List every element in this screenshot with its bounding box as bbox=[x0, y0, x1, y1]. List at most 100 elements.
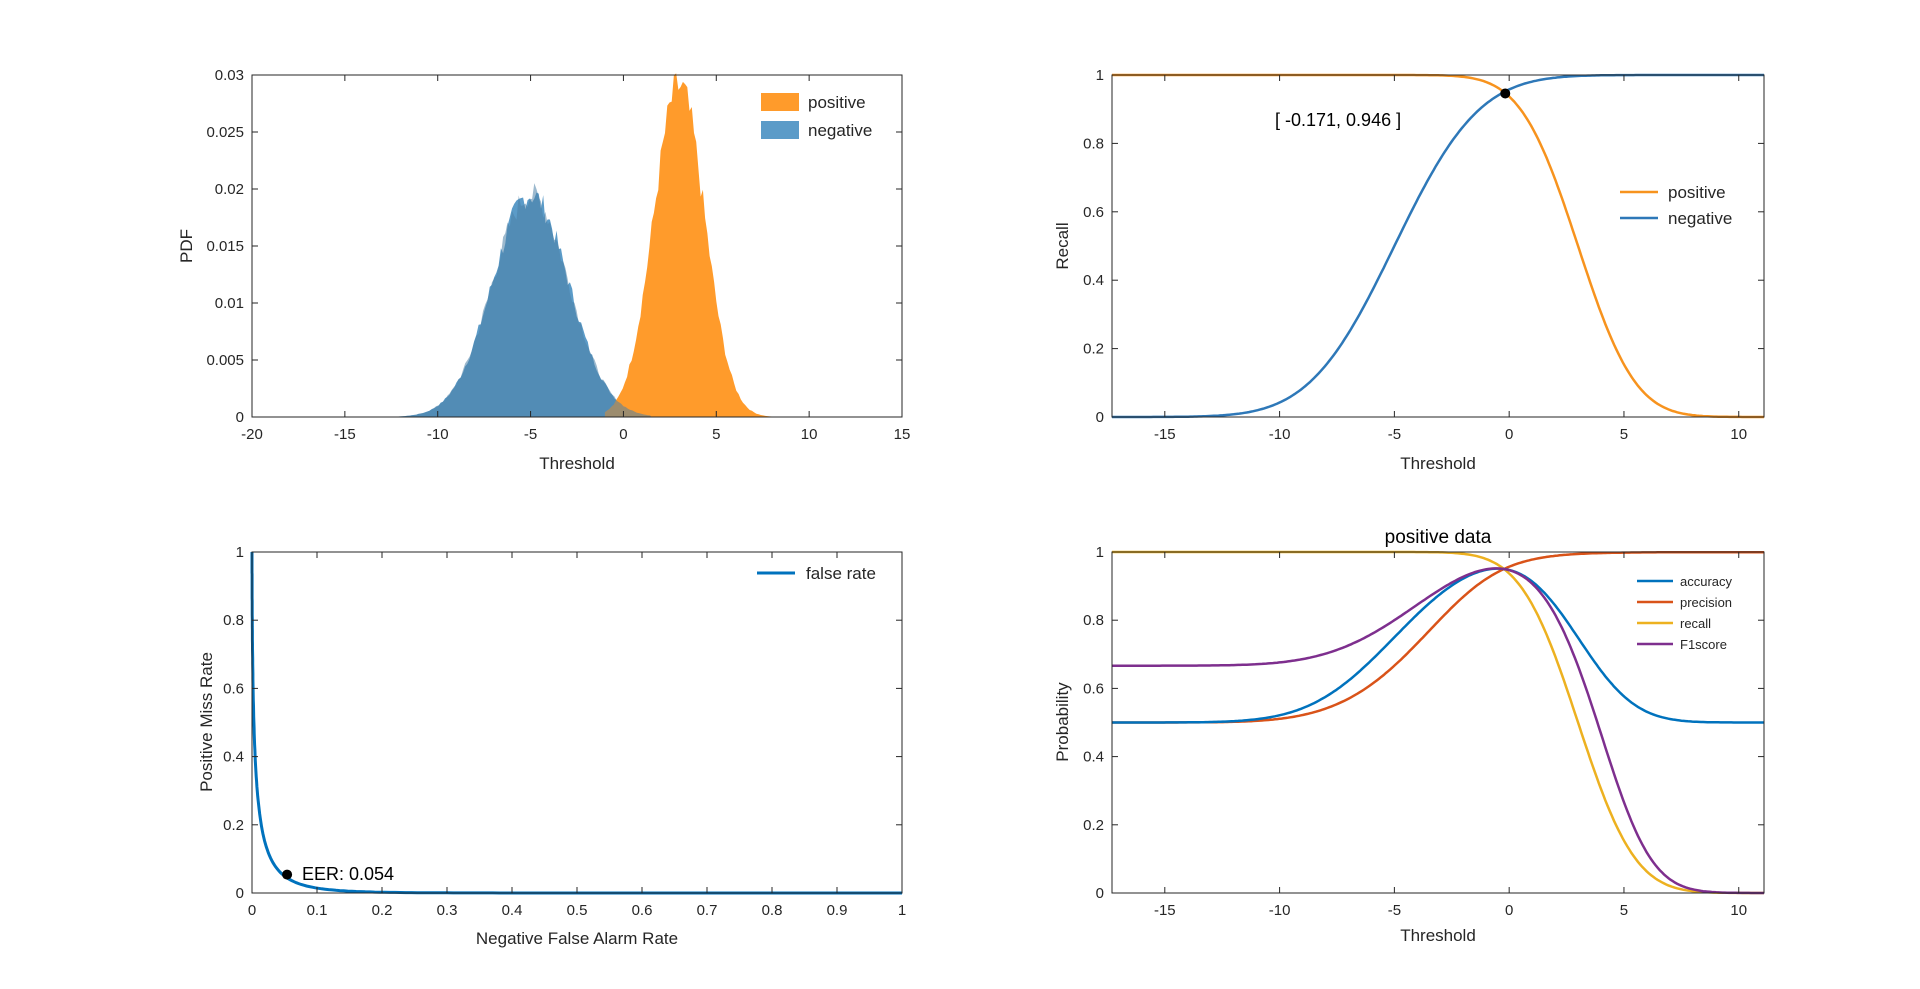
legend-label-positive: positive bbox=[808, 93, 866, 112]
metrics-axes-box bbox=[1111, 551, 1765, 894]
y-tick-label: 0.2 bbox=[1083, 817, 1104, 834]
legend-label-f1score: F1score bbox=[1680, 637, 1727, 652]
legend-label-accuracy: accuracy bbox=[1680, 574, 1733, 589]
det-x-axis-label: Negative False Alarm Rate bbox=[476, 929, 678, 948]
x-tick-label: 0.6 bbox=[632, 902, 653, 919]
metrics-x-ticks: -15 -10 -5 0 5 10 bbox=[1154, 552, 1747, 919]
x-tick-label: 0 bbox=[248, 902, 256, 919]
det-plot-area bbox=[252, 552, 902, 893]
y-tick-label: 0.4 bbox=[1083, 272, 1104, 289]
legend-label-false-rate: false rate bbox=[806, 564, 876, 583]
y-tick-label: 0.025 bbox=[206, 124, 244, 141]
legend-label-negative: negative bbox=[808, 121, 872, 140]
eer-marker bbox=[282, 869, 293, 880]
x-tick-label: 1 bbox=[898, 902, 906, 919]
y-tick-label: 0 bbox=[236, 885, 244, 902]
x-tick-label: -5 bbox=[524, 426, 537, 443]
x-tick-label: 10 bbox=[1730, 426, 1747, 443]
y-tick-label: 0.6 bbox=[223, 680, 244, 697]
y-tick-label: 1 bbox=[236, 544, 244, 561]
x-tick-label: 0.5 bbox=[567, 902, 588, 919]
metrics-y-axis-label: Probability bbox=[1053, 682, 1072, 762]
det-chart: EER: 0.054 0 0.1 0.2 0.3 0.4 0.5 0.6 0.7 0.8 0.9 1… bbox=[197, 544, 906, 948]
y-tick-label: 1 bbox=[1096, 544, 1104, 561]
x-tick-label: 0 bbox=[619, 426, 627, 443]
pdf-legend: positive negative bbox=[761, 93, 872, 140]
x-tick-label: 0 bbox=[1505, 902, 1513, 919]
pdf-y-axis-label: PDF bbox=[177, 229, 196, 263]
x-tick-label: -15 bbox=[334, 426, 356, 443]
recall-y-ticks: 0 0.2 0.4 0.6 0.8 1 bbox=[1083, 67, 1764, 426]
legend-swatch-negative bbox=[761, 121, 799, 139]
x-tick-label: 0.2 bbox=[372, 902, 393, 919]
recall-y-axis-label: Recall bbox=[1053, 222, 1072, 269]
metrics-f1score-line bbox=[1112, 567, 1764, 895]
y-tick-label: 0.4 bbox=[1083, 749, 1104, 766]
y-tick-label: 0.03 bbox=[215, 67, 244, 84]
x-tick-label: 10 bbox=[1730, 902, 1747, 919]
recall-legend: positive negative bbox=[1620, 183, 1732, 228]
positive-area bbox=[604, 73, 791, 418]
recall-crossover-annotation: [ -0.171, 0.946 ] bbox=[1275, 110, 1401, 130]
pdf-x-axis-label: Threshold bbox=[539, 454, 615, 473]
x-tick-label: 5 bbox=[1620, 902, 1628, 919]
x-tick-label: -5 bbox=[1388, 426, 1401, 443]
y-tick-label: 0.6 bbox=[1083, 204, 1104, 221]
metrics-title: positive data bbox=[1385, 527, 1492, 548]
x-tick-label: -15 bbox=[1154, 426, 1176, 443]
recall-chart: [ -0.171, 0.946 ] -15 -10 -5 0 5 10 0 0.2 0.4 0.… bbox=[1053, 67, 1765, 473]
x-tick-label: -10 bbox=[1269, 902, 1291, 919]
metrics-x-axis-label: Threshold bbox=[1400, 926, 1476, 945]
recall-x-ticks: -15 -10 -5 0 5 10 bbox=[1154, 75, 1747, 443]
recall-crossover-marker bbox=[1500, 88, 1511, 99]
metrics-legend: accuracy precision recall F1score bbox=[1637, 574, 1733, 652]
y-tick-label: 0.2 bbox=[223, 817, 244, 834]
pdf-y-ticks: 0 0.005 0.01 0.015 0.02 0.025 0.03 bbox=[206, 67, 902, 426]
x-tick-label: -15 bbox=[1154, 902, 1176, 919]
x-tick-label: 0.8 bbox=[762, 902, 783, 919]
legend-swatch-positive bbox=[761, 93, 799, 111]
y-tick-label: 0 bbox=[236, 409, 244, 426]
negative-area bbox=[344, 183, 652, 417]
y-tick-label: 1 bbox=[1096, 67, 1104, 84]
y-tick-label: 0.8 bbox=[1083, 135, 1104, 152]
x-tick-label: 5 bbox=[1620, 426, 1628, 443]
metrics-accuracy-line bbox=[1112, 567, 1764, 724]
y-tick-label: 0.015 bbox=[206, 238, 244, 255]
legend-label-positive: positive bbox=[1668, 183, 1726, 202]
y-tick-label: 0.005 bbox=[206, 352, 244, 369]
eer-annotation: EER: 0.054 bbox=[302, 864, 394, 884]
y-tick-label: 0.6 bbox=[1083, 680, 1104, 697]
pdf-x-ticks: -20 -15 -10 -5 0 5 10 15 bbox=[241, 75, 910, 443]
x-tick-label: -5 bbox=[1388, 902, 1401, 919]
y-tick-label: 0.8 bbox=[1083, 612, 1104, 629]
y-tick-label: 0 bbox=[1096, 409, 1104, 426]
legend-label-precision: precision bbox=[1680, 595, 1732, 610]
x-tick-label: 0.9 bbox=[827, 902, 848, 919]
x-tick-label: 0.7 bbox=[697, 902, 718, 919]
det-x-ticks: 0 0.1 0.2 0.3 0.4 0.5 0.6 0.7 0.8 0.9 1 bbox=[248, 552, 906, 919]
y-tick-label: 0.01 bbox=[215, 295, 244, 312]
x-tick-label: 0.1 bbox=[307, 902, 328, 919]
recall-axes-box bbox=[1111, 74, 1765, 418]
metrics-chart: -15 -10 -5 0 5 10 0 0.2 0.4 0.6 0.8 1 positive dat… bbox=[1053, 527, 1765, 945]
x-tick-label: 0.3 bbox=[437, 902, 458, 919]
det-y-axis-label: Positive Miss Rate bbox=[197, 652, 216, 792]
legend-label-recall: recall bbox=[1680, 616, 1711, 631]
x-tick-label: 0.4 bbox=[502, 902, 523, 919]
det-legend: false rate bbox=[757, 564, 876, 583]
x-tick-label: 0 bbox=[1505, 426, 1513, 443]
det-y-ticks: 0 0.2 0.4 0.6 0.8 1 bbox=[223, 544, 902, 902]
x-tick-label: 10 bbox=[801, 426, 818, 443]
pdf-histogram-chart: -20 -15 -10 -5 0 5 10 15 0 0.005 0.01 0.015 0.02 0.0… bbox=[177, 67, 910, 473]
y-tick-label: 0.02 bbox=[215, 181, 244, 198]
x-tick-label: -10 bbox=[1269, 426, 1291, 443]
recall-x-axis-label: Threshold bbox=[1400, 454, 1476, 473]
x-tick-label: 5 bbox=[712, 426, 720, 443]
x-tick-label: -20 bbox=[241, 426, 263, 443]
y-tick-label: 0.2 bbox=[1083, 341, 1104, 358]
y-tick-label: 0 bbox=[1096, 885, 1104, 902]
y-tick-label: 0.4 bbox=[223, 749, 244, 766]
legend-label-negative: negative bbox=[1668, 209, 1732, 228]
